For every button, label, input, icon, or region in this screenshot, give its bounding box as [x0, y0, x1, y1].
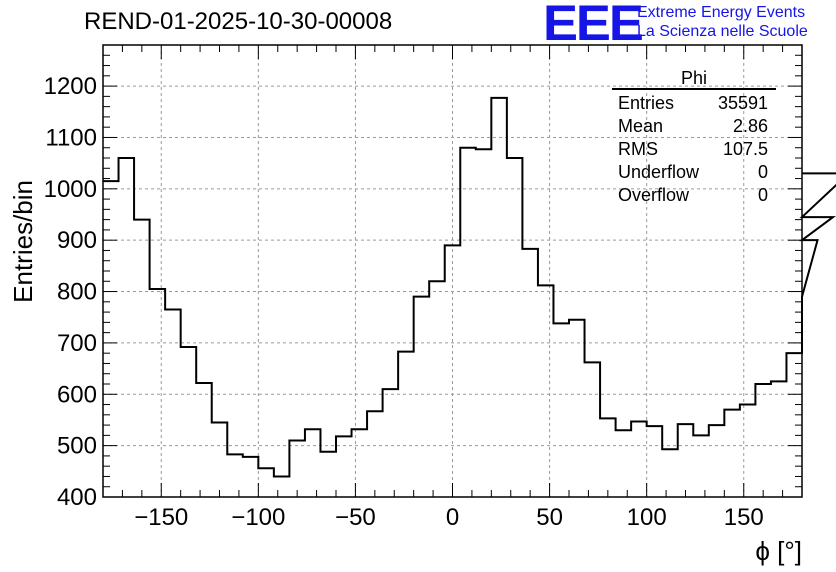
logo-caption-line2: La Scienza nelle Scuole [637, 23, 808, 40]
histogram-line [103, 96, 836, 478]
x-tick-label: 100 [627, 504, 667, 531]
stats-value: 0 [757, 162, 768, 182]
y-tick-label: 700 [57, 330, 97, 357]
y-tick-label: 500 [57, 433, 97, 460]
axis-ticks [103, 44, 802, 498]
x-tick-label: 50 [536, 504, 563, 531]
y-tick-label: 900 [57, 227, 97, 254]
stats-label: Mean [618, 116, 664, 136]
chart-title: REND-01-2025-10-30-00008 [84, 8, 393, 35]
stats-label: RMS [618, 139, 658, 159]
x-tick-label: 150 [724, 504, 764, 531]
stats-value: 35591 [717, 93, 768, 113]
stats-row-entries: Entries 35591 [612, 92, 776, 115]
stats-value: 107.5 [722, 139, 768, 159]
stats-row-overflow: Overflow 0 [612, 184, 776, 207]
x-tick-label: −50 [335, 504, 376, 531]
stats-value: 0 [757, 185, 768, 205]
tick-labels: −150 −100 −50 0 50 100 150 400 500 600 700 800 900 10… [44, 73, 764, 531]
logo-caption: Extreme Energy Events La Scienza nelle S… [637, 3, 808, 41]
y-tick-label: 1000 [44, 176, 97, 203]
stats-title: Phi [612, 68, 776, 90]
y-tick-label: 600 [57, 381, 97, 408]
logo-caption-line1: Extreme Energy Events [637, 4, 806, 21]
stats-value: 2.86 [732, 116, 768, 136]
x-tick-label: −150 [134, 504, 188, 531]
stats-label: Underflow [618, 162, 700, 182]
x-tick-label: −100 [231, 504, 285, 531]
stats-row-rms: RMS 107.5 [612, 138, 776, 161]
y-axis-label: Entries/bin [8, 180, 38, 303]
stats-box: Phi Entries 35591 Mean 2.86 RMS 107.5 Un… [612, 68, 776, 207]
y-tick-label: 1200 [44, 73, 97, 100]
y-tick-label: 800 [57, 279, 97, 306]
y-tick-label: 400 [57, 484, 97, 511]
eee-logo: EEE [543, 0, 644, 51]
stats-label: Entries [618, 93, 675, 113]
x-axis-label: ϕ [°] [755, 536, 802, 566]
stats-row-underflow: Underflow 0 [612, 161, 776, 184]
stats-row-mean: Mean 2.86 [612, 115, 776, 138]
x-tick-label: 0 [446, 504, 459, 531]
grid-lines [103, 45, 802, 497]
stats-label: Overflow [618, 185, 690, 205]
y-tick-label: 1100 [45, 124, 97, 151]
